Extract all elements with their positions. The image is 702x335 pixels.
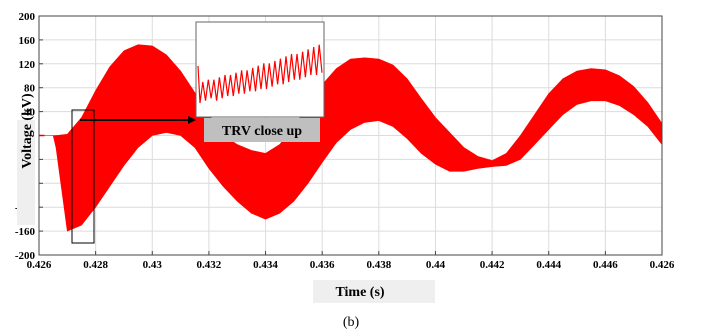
inset-waveform bbox=[197, 44, 323, 104]
x-tick-label: 0.426 bbox=[27, 259, 52, 271]
x-axis-label: Time (s) bbox=[335, 285, 384, 300]
x-tick-label: 0.426 bbox=[650, 259, 675, 271]
y-axis-label: Voltage (kV) bbox=[20, 93, 35, 169]
x-tick-label: 0.444 bbox=[536, 259, 561, 271]
y-tick-label: -200 bbox=[15, 250, 36, 262]
y-tick-label: 120 bbox=[19, 59, 36, 71]
y-tick-label: 80 bbox=[24, 83, 36, 95]
highlight-box bbox=[71, 109, 95, 244]
annotation-label-box bbox=[204, 118, 320, 142]
x-tick-label: 0.446 bbox=[593, 259, 618, 271]
annotation-arrowhead bbox=[188, 116, 196, 124]
x-tick-label: 0.442 bbox=[480, 259, 505, 271]
x-tick-label: 0.436 bbox=[310, 259, 335, 271]
inset bbox=[195, 21, 325, 118]
y-tick-label: -160 bbox=[15, 226, 36, 238]
x-tick-label: 0.428 bbox=[83, 259, 108, 271]
y-tick-label: 40 bbox=[24, 107, 36, 119]
inset-frame bbox=[195, 21, 325, 118]
y-axis-label-bg bbox=[17, 120, 35, 225]
x-tick-label: 0.438 bbox=[366, 259, 391, 271]
x-tick-label: 0.434 bbox=[253, 259, 278, 271]
x-axis: 0.426 0.428 0.43 0.432 0.434 0.436 0.438 0.44 0.… bbox=[27, 251, 675, 271]
x-tick-label: 0.43 bbox=[143, 259, 163, 271]
x-tick-label: 0.44 bbox=[426, 259, 446, 271]
x-axis-label-bg bbox=[313, 280, 435, 303]
y-tick-label: 160 bbox=[19, 35, 36, 47]
annotation-label: TRV close up bbox=[222, 124, 302, 139]
y-tick-label: 200 bbox=[19, 11, 36, 23]
figure-caption: (b) bbox=[343, 315, 360, 330]
x-tick-label: 0.432 bbox=[197, 259, 222, 271]
